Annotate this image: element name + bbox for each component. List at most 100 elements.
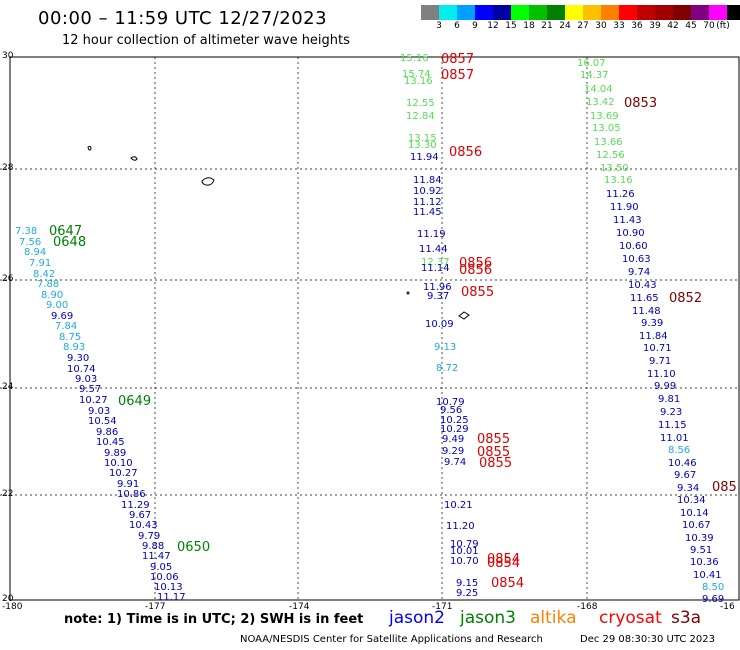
pass-time-label: 0854: [487, 556, 520, 571]
wave-height-label: 9.03: [75, 374, 97, 385]
wave-height-label: 9.71: [649, 356, 671, 367]
wave-height-label: 10.10: [104, 458, 133, 469]
wave-height-label: 9.00: [46, 300, 68, 311]
x-tick-label: -171: [432, 602, 453, 612]
wave-height-label: 11.84: [413, 175, 442, 186]
wave-height-label: 8.42: [33, 269, 55, 280]
wave-height-label: 9.30: [67, 353, 89, 364]
colorbar-label: 27: [577, 21, 589, 31]
wave-height-label: 9.15: [456, 578, 478, 589]
wave-height-label: 11.48: [632, 306, 661, 317]
satellite-legend-s3a: s3a: [671, 608, 702, 628]
wave-height-label: 10.25: [440, 415, 469, 426]
wave-height-label: 9.74: [628, 267, 650, 278]
time-labels-layer: 0857085708560856085608550855085508550854…: [49, 52, 737, 591]
wave-height-label: 8.72: [436, 363, 458, 374]
wave-height-label: 10.79: [436, 397, 465, 408]
wave-height-label: 9.25: [456, 588, 478, 599]
wave-height-label: 7.56: [19, 237, 41, 248]
pass-time-label: 0648: [53, 235, 86, 250]
x-tick-label: -174: [289, 602, 310, 612]
wave-height-label: 10.21: [444, 500, 473, 511]
note-text: note: 1) Time is in UTC; 2) SWH is in fe…: [64, 612, 364, 627]
pass-time-label: 0854: [487, 552, 520, 567]
pass-time-label: 0852: [669, 291, 702, 306]
wave-height-label: 10.39: [685, 533, 714, 544]
wave-height-label: 10.90: [616, 228, 645, 239]
y-tick-label: 28: [2, 163, 14, 173]
colorbar-swatch: [493, 5, 511, 20]
wave-height-label: 9.34: [677, 483, 699, 494]
wave-height-label: 9.99: [654, 381, 676, 392]
wave-height-label: 7.38: [15, 226, 37, 237]
wave-height-label: 13.05: [592, 123, 621, 134]
wave-height-label: 11.43: [613, 215, 642, 226]
wave-height-label: 11.01: [660, 433, 689, 444]
pass-time-label: 0647: [49, 224, 82, 239]
wave-height-label: 10.14: [680, 508, 709, 519]
wave-height-label: 9.69: [51, 311, 73, 322]
wave-height-label: 10.46: [668, 458, 697, 469]
wave-height-label: 10.41: [693, 570, 722, 581]
wave-height-label: 11.17: [157, 592, 186, 603]
wave-height-label: 13.16: [604, 175, 633, 186]
wave-height-label: 13.69: [590, 111, 619, 122]
wave-height-label: 11.15: [658, 420, 687, 431]
satellite-legend-altika: altika: [530, 608, 577, 628]
wave-height-label: 15.16: [400, 53, 429, 64]
wave-height-label: 9.88: [142, 541, 164, 552]
colorbar-label: 21: [541, 21, 553, 31]
pass-time-label: 0853: [624, 96, 657, 111]
wave-height-label: 12.56: [596, 150, 625, 161]
colorbar-label: 6: [454, 21, 460, 31]
pass-time-label: 0855: [461, 285, 494, 300]
wave-height-label: 12.55: [406, 98, 435, 109]
colorbar-swatch: [727, 5, 740, 20]
wave-height-label: 9.49: [442, 434, 464, 445]
wave-height-label: 10.63: [622, 254, 651, 265]
wave-height-label: 9.29: [442, 446, 464, 457]
wave-height-label: 8.75: [59, 332, 81, 343]
colorbar-label: 15: [505, 21, 517, 31]
colorbar-label: 36: [631, 21, 643, 31]
wave-height-label: 8.56: [668, 445, 690, 456]
wave-height-label: 13.16: [404, 76, 433, 87]
wave-height-label: 9.03: [88, 406, 110, 417]
satellite-legend-cryosat: cryosat: [599, 608, 662, 628]
wave-height-label: 10.06: [150, 572, 179, 583]
colorbar-swatch: [619, 5, 637, 20]
wave-height-label: 11.96: [423, 282, 452, 293]
y-tick-label: 24: [2, 382, 14, 392]
wave-height-label: 11.10: [647, 369, 676, 380]
colorbar-label: 18: [523, 21, 535, 31]
map-subtitle: 12 hour collection of altimeter wave hei…: [62, 33, 350, 48]
wave-height-label: 10.43: [628, 280, 657, 291]
wave-height-label: 9.67: [674, 470, 696, 481]
wave-height-label: 10.29: [440, 424, 469, 435]
wave-height-label: 9.56: [440, 405, 462, 416]
colorbar-label: 30: [595, 21, 607, 31]
wave-height-label: 14.37: [580, 70, 609, 81]
wave-height-label: 10.45: [96, 437, 125, 448]
wave-height-label: 10.27: [109, 468, 138, 479]
wave-height-label: 10.36: [690, 557, 719, 568]
colorbar-label: 9: [472, 21, 478, 31]
y-tick-label: 30: [2, 51, 14, 61]
colorbar-swatch: [691, 5, 709, 20]
colorbar-swatch: [547, 5, 565, 20]
grid-lines: [0, 57, 740, 600]
colorbar-swatch: [421, 5, 439, 20]
colorbar-swatch: [475, 5, 493, 20]
wave-height-label: 11.12: [413, 197, 442, 208]
credit-left: NOAA/NESDIS Center for Satellite Applica…: [240, 634, 543, 645]
wave-height-label: 7.84: [55, 321, 77, 332]
wave-height-label: 11.20: [446, 521, 475, 532]
satellite-legend-jason2: jason2: [389, 608, 445, 628]
y-tick-label: 20: [2, 594, 14, 604]
wave-height-label: 9.81: [658, 394, 680, 405]
wave-height-label: 11.14: [421, 263, 450, 274]
x-tick-label: -177: [145, 602, 166, 612]
wave-height-label: 9.57: [79, 384, 101, 395]
wave-height-label: 9.39: [641, 318, 663, 329]
